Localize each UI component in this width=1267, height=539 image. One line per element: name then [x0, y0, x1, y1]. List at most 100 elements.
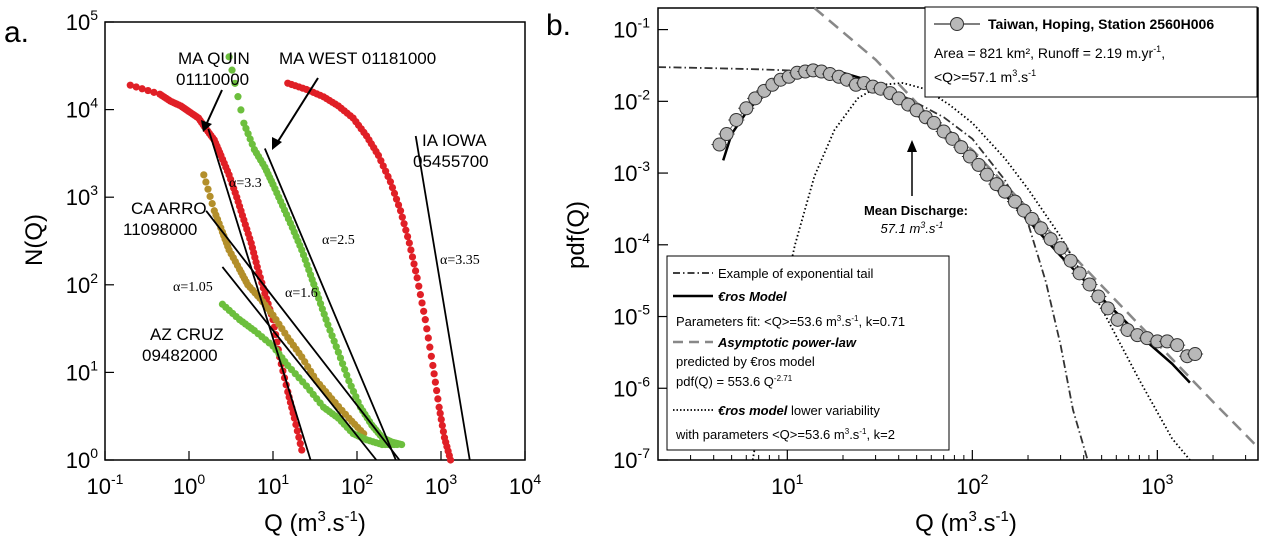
x-tick-label: 101 — [257, 471, 289, 499]
y-tick-label: 10-7 — [613, 445, 650, 473]
data-point — [208, 199, 216, 208]
ma-quin-arrowhead — [201, 120, 212, 132]
data-point — [338, 360, 347, 368]
data-point — [392, 195, 401, 203]
data-point — [403, 232, 412, 241]
data-point — [334, 348, 342, 356]
data-point — [341, 365, 349, 374]
data-point — [434, 395, 442, 403]
alpha-ca-arro: α=1.05 — [173, 280, 213, 295]
panel-b-x-ticks: 101 102 103 — [657, 450, 1247, 499]
ma-west-arrow — [276, 77, 319, 144]
alpha-az-cruz: α=1.6 — [285, 286, 318, 301]
fit-line — [205, 210, 401, 461]
data-point — [132, 83, 140, 91]
data-point — [332, 343, 340, 351]
annotation-ma-quin-id: 01110000 — [176, 70, 249, 89]
data-point — [1110, 312, 1125, 327]
y-tick-label: 10-2 — [613, 86, 650, 114]
station-legend-marker — [950, 17, 964, 31]
y-tick-label: 100 — [66, 445, 98, 473]
data-point — [423, 325, 431, 333]
data-point — [400, 220, 408, 228]
data-point — [411, 267, 420, 275]
y-tick-label: 10-5 — [613, 302, 650, 330]
y-tick-label: 103 — [66, 182, 98, 210]
data-point — [1043, 232, 1058, 247]
data-point — [234, 93, 242, 101]
data-point — [1082, 277, 1097, 292]
annotation-ia-iowa-id: 05455700 — [413, 152, 489, 171]
x-tick-label: 100 — [173, 471, 205, 499]
annotation-ia-iowa-name: IA IOWA — [422, 131, 487, 150]
data-point — [427, 352, 435, 360]
data-point — [962, 149, 977, 164]
data-point — [1091, 289, 1106, 304]
x-tick-label: 104 — [509, 471, 541, 499]
data-point — [324, 321, 332, 329]
mean-discharge-arrowhead — [907, 140, 917, 152]
data-point — [446, 456, 455, 464]
data-point — [1063, 253, 1078, 268]
data-point — [433, 386, 441, 395]
model-legend-box: Example of exponential tail €ros Model P… — [666, 255, 950, 451]
data-point — [435, 403, 443, 411]
data-point — [343, 371, 351, 379]
data-point — [1053, 241, 1068, 256]
data-point — [729, 112, 744, 127]
station-title: Taiwan, Hoping, Station 2560H006 — [988, 16, 1214, 32]
legend-eros-model: €ros Model — [718, 289, 787, 304]
fit-line — [207, 128, 312, 461]
data-point — [997, 184, 1012, 199]
panel-a-y-axis-title: N(Q) — [21, 214, 48, 266]
data-point — [416, 290, 425, 299]
data-point — [1170, 338, 1185, 353]
data-point — [396, 207, 405, 215]
data-point — [1007, 194, 1022, 209]
data-point — [386, 178, 395, 186]
x-tick-label: 10-1 — [87, 471, 124, 499]
data-point — [410, 260, 418, 268]
data-point — [398, 213, 406, 221]
panel-b-x-axis-title: Q (m3.s-1) — [915, 508, 1017, 537]
data-point — [405, 239, 413, 247]
alpha-ma-quin: α=3.3 — [229, 176, 262, 191]
data-point — [712, 137, 727, 152]
data-point — [388, 183, 397, 192]
data-point — [394, 201, 403, 209]
data-point — [231, 79, 239, 87]
data-point — [138, 85, 146, 93]
mean-discharge-label: Mean Discharge: — [864, 203, 968, 218]
y-tick-label: 10-4 — [613, 230, 650, 258]
fit-line — [221, 266, 378, 461]
panel-b-points — [711, 63, 1204, 364]
panel-b: b. 101 102 103 10-710-610-510-410-310-210-… — [546, 6, 1259, 537]
y-tick-label: 10-3 — [613, 158, 650, 186]
panel-a-y-ticks: 100 101 102 103 104 105 — [66, 7, 114, 473]
legend-predicted: predicted by €ros model — [676, 354, 815, 369]
data-point — [225, 53, 233, 61]
data-point — [739, 101, 754, 116]
data-point — [748, 91, 763, 106]
data-point — [439, 427, 448, 436]
panel-b-y-ticks: 10-7 10-6 10-5 10-4 10-3 10-2 10-1 — [613, 15, 668, 473]
legend-asym: Asymptotic power-law — [717, 335, 857, 350]
data-point — [926, 115, 941, 130]
data-point — [295, 433, 303, 441]
x-tick-label: 102 — [341, 471, 373, 499]
data-point — [438, 421, 446, 430]
data-point — [437, 415, 445, 424]
panel-b-label: b. — [546, 9, 571, 42]
fit-line — [414, 135, 471, 461]
data-point — [206, 192, 214, 200]
data-point — [126, 81, 134, 89]
ma-west-arrowhead — [272, 137, 282, 150]
y-tick-label: 10-6 — [613, 373, 650, 401]
model-curve — [657, 66, 1089, 461]
data-point — [408, 253, 417, 261]
station-info-frame — [924, 6, 1258, 98]
ma-quin-arrow — [205, 89, 223, 126]
y-tick-label: 102 — [66, 270, 98, 298]
legend-pdf-formula: pdf(Q) = 553.6 Q-2.71 — [676, 374, 793, 389]
annotation-az-cruz-name: AZ CRUZ — [150, 325, 224, 344]
